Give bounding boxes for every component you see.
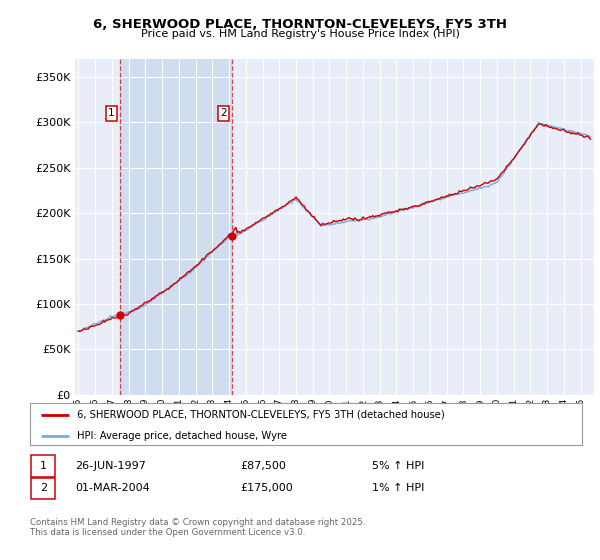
FancyBboxPatch shape [31,455,55,477]
Text: HPI: Average price, detached house, Wyre: HPI: Average price, detached house, Wyre [77,431,287,441]
Text: 2: 2 [40,483,47,493]
Text: 6, SHERWOOD PLACE, THORNTON-CLEVELEYS, FY5 3TH: 6, SHERWOOD PLACE, THORNTON-CLEVELEYS, F… [93,18,507,31]
FancyBboxPatch shape [30,403,582,445]
Text: 5% ↑ HPI: 5% ↑ HPI [372,461,424,471]
Bar [120,59,232,395]
Text: 26-JUN-1997: 26-JUN-1997 [75,461,146,471]
FancyBboxPatch shape [31,478,55,499]
Text: Price paid vs. HM Land Registry's House Price Index (HPI): Price paid vs. HM Land Registry's House … [140,29,460,39]
Text: 2: 2 [220,108,227,118]
Text: £175,000: £175,000 [240,483,293,493]
Text: Contains HM Land Registry data © Crown copyright and database right 2025.
This d: Contains HM Land Registry data © Crown c… [30,518,365,538]
Text: 1: 1 [108,108,115,118]
Text: £87,500: £87,500 [240,461,286,471]
Text: 1% ↑ HPI: 1% ↑ HPI [372,483,424,493]
Text: 1: 1 [40,461,47,471]
Text: 01-MAR-2004: 01-MAR-2004 [75,483,150,493]
Text: 6, SHERWOOD PLACE, THORNTON-CLEVELEYS, FY5 3TH (detached house): 6, SHERWOOD PLACE, THORNTON-CLEVELEYS, F… [77,410,445,420]
